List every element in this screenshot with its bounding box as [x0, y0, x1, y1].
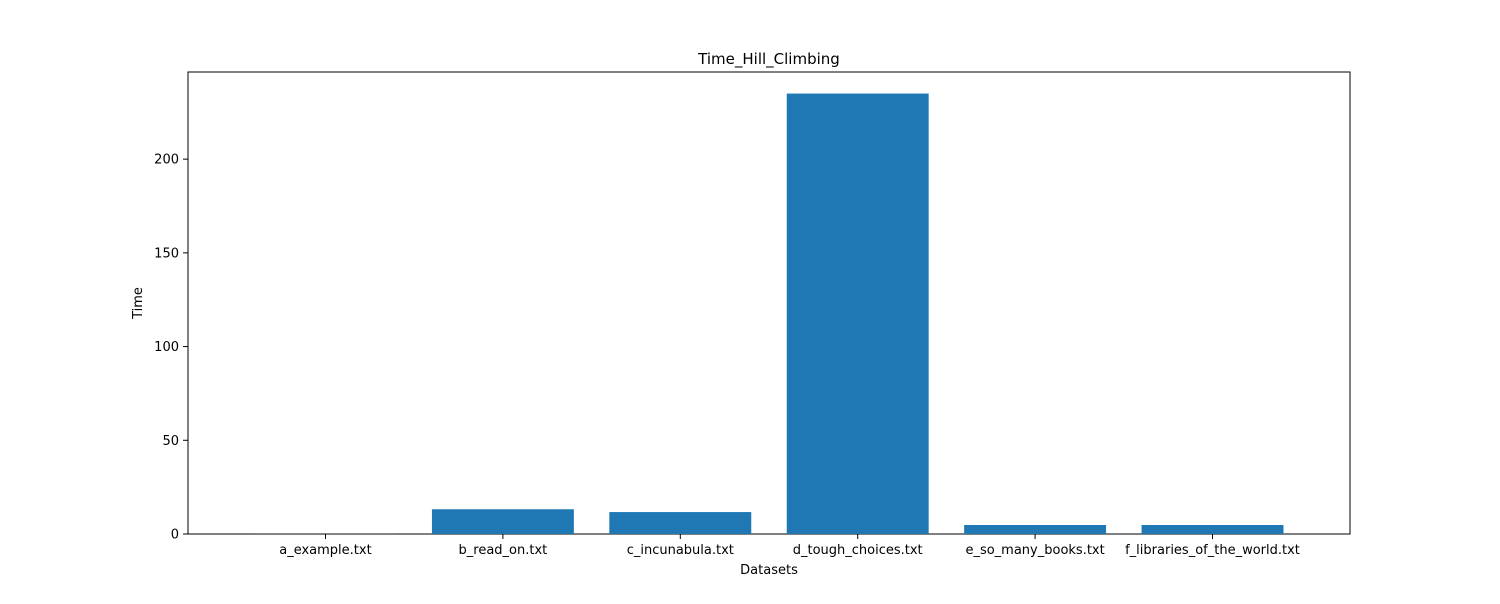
y-tick-label: 150	[154, 246, 179, 261]
bar-e-so-many-books-txt	[964, 525, 1106, 534]
x-tick-label: c_incunabula.txt	[627, 543, 734, 558]
x-tick-label: f_libraries_of_the_world.txt	[1125, 543, 1300, 558]
y-tick-label: 100	[154, 340, 179, 355]
plot-area	[188, 72, 1350, 534]
x-tick-label: a_example.txt	[279, 543, 371, 558]
axes-frame	[188, 72, 1350, 534]
y-tick-label: 0	[171, 528, 179, 543]
x-tick-label: e_so_many_books.txt	[965, 543, 1104, 558]
y-tick-label: 50	[162, 434, 179, 449]
x-axis-label: Datasets	[740, 563, 798, 578]
chart-title: Time_Hill_Climbing	[697, 50, 840, 69]
bar-d-tough-choices-txt	[787, 94, 929, 534]
bar-c-incunabula-txt	[609, 512, 751, 534]
y-tick-label: 200	[154, 153, 179, 168]
x-tick-label: b_read_on.txt	[459, 543, 548, 558]
y-axis-label: Time	[131, 287, 146, 320]
x-tick-label: d_tough_choices.txt	[793, 543, 923, 558]
bar-b-read-on-txt	[432, 509, 574, 534]
x-axis-ticks: a_example.txt b_read_on.txt c_incunabula.t…	[279, 534, 1300, 558]
y-axis-ticks: 0 50 100 150 200	[154, 153, 188, 543]
bars-group	[255, 94, 1284, 534]
bar-f-libraries-of-the-world-txt	[1142, 525, 1284, 534]
